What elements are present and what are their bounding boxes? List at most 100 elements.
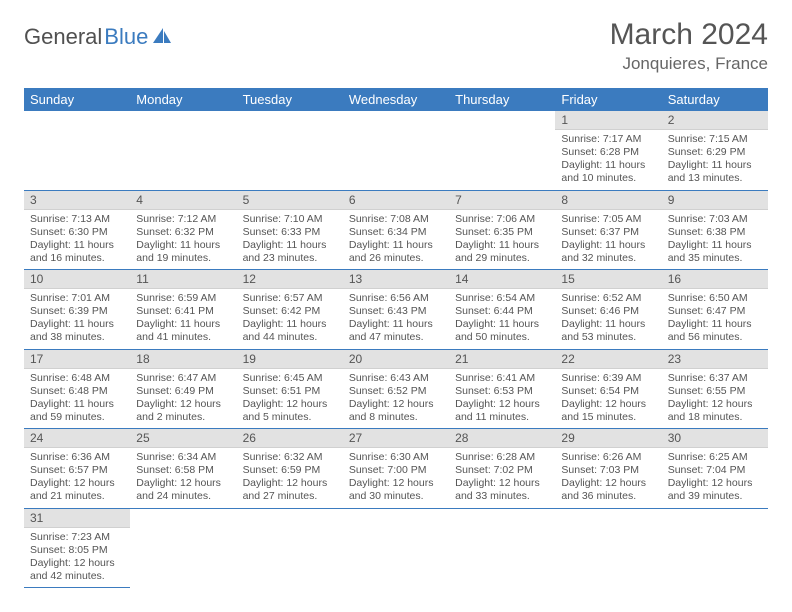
- day-number: 12: [237, 270, 343, 289]
- day-number: 23: [662, 350, 768, 369]
- brand-word1: General: [24, 24, 102, 50]
- calendar-cell-empty: [662, 508, 768, 588]
- day-number: 16: [662, 270, 768, 289]
- day-body: Sunrise: 6:37 AMSunset: 6:55 PMDaylight:…: [662, 369, 768, 429]
- calendar-row: 10Sunrise: 7:01 AMSunset: 6:39 PMDayligh…: [24, 270, 768, 350]
- day-number: 14: [449, 270, 555, 289]
- day-body: Sunrise: 7:06 AMSunset: 6:35 PMDaylight:…: [449, 210, 555, 270]
- day-body: Sunrise: 6:47 AMSunset: 6:49 PMDaylight:…: [130, 369, 236, 429]
- day-number: 22: [555, 350, 661, 369]
- calendar-table: SundayMondayTuesdayWednesdayThursdayFrid…: [24, 88, 768, 588]
- weekday-header: Friday: [555, 88, 661, 111]
- day-number: 8: [555, 191, 661, 210]
- day-number: 19: [237, 350, 343, 369]
- day-body: Sunrise: 6:26 AMSunset: 7:03 PMDaylight:…: [555, 448, 661, 508]
- calendar-row: 24Sunrise: 6:36 AMSunset: 6:57 PMDayligh…: [24, 429, 768, 509]
- day-body: Sunrise: 6:50 AMSunset: 6:47 PMDaylight:…: [662, 289, 768, 349]
- day-number: 10: [24, 270, 130, 289]
- day-body: Sunrise: 6:45 AMSunset: 6:51 PMDaylight:…: [237, 369, 343, 429]
- day-body: Sunrise: 7:17 AMSunset: 6:28 PMDaylight:…: [555, 130, 661, 190]
- day-number: 18: [130, 350, 236, 369]
- calendar-cell-empty: [24, 111, 130, 190]
- day-body: Sunrise: 6:43 AMSunset: 6:52 PMDaylight:…: [343, 369, 449, 429]
- day-number: 24: [24, 429, 130, 448]
- day-body: Sunrise: 6:48 AMSunset: 6:48 PMDaylight:…: [24, 369, 130, 429]
- calendar-row: 17Sunrise: 6:48 AMSunset: 6:48 PMDayligh…: [24, 349, 768, 429]
- calendar-cell-empty: [343, 111, 449, 190]
- day-body: Sunrise: 6:52 AMSunset: 6:46 PMDaylight:…: [555, 289, 661, 349]
- day-number: 26: [237, 429, 343, 448]
- calendar-cell: 27Sunrise: 6:30 AMSunset: 7:00 PMDayligh…: [343, 429, 449, 509]
- calendar-cell: 8Sunrise: 7:05 AMSunset: 6:37 PMDaylight…: [555, 190, 661, 270]
- calendar-cell-empty: [449, 111, 555, 190]
- calendar-cell: 21Sunrise: 6:41 AMSunset: 6:53 PMDayligh…: [449, 349, 555, 429]
- calendar-cell: 30Sunrise: 6:25 AMSunset: 7:04 PMDayligh…: [662, 429, 768, 509]
- calendar-cell: 14Sunrise: 6:54 AMSunset: 6:44 PMDayligh…: [449, 270, 555, 350]
- day-body: Sunrise: 6:28 AMSunset: 7:02 PMDaylight:…: [449, 448, 555, 508]
- day-body: Sunrise: 7:05 AMSunset: 6:37 PMDaylight:…: [555, 210, 661, 270]
- day-number: 21: [449, 350, 555, 369]
- day-number: 25: [130, 429, 236, 448]
- calendar-cell-empty: [130, 111, 236, 190]
- calendar-cell: 19Sunrise: 6:45 AMSunset: 6:51 PMDayligh…: [237, 349, 343, 429]
- calendar-cell: 29Sunrise: 6:26 AMSunset: 7:03 PMDayligh…: [555, 429, 661, 509]
- weekday-header: Sunday: [24, 88, 130, 111]
- calendar-cell: 22Sunrise: 6:39 AMSunset: 6:54 PMDayligh…: [555, 349, 661, 429]
- day-number: 17: [24, 350, 130, 369]
- month-title: March 2024: [610, 18, 768, 52]
- calendar-row: 1Sunrise: 7:17 AMSunset: 6:28 PMDaylight…: [24, 111, 768, 190]
- weekday-header: Thursday: [449, 88, 555, 111]
- calendar-cell: 25Sunrise: 6:34 AMSunset: 6:58 PMDayligh…: [130, 429, 236, 509]
- calendar-cell: 18Sunrise: 6:47 AMSunset: 6:49 PMDayligh…: [130, 349, 236, 429]
- calendar-cell: 26Sunrise: 6:32 AMSunset: 6:59 PMDayligh…: [237, 429, 343, 509]
- day-body: Sunrise: 7:23 AMSunset: 8:05 PMDaylight:…: [24, 528, 130, 588]
- day-body: Sunrise: 6:41 AMSunset: 6:53 PMDaylight:…: [449, 369, 555, 429]
- weekday-header: Wednesday: [343, 88, 449, 111]
- calendar-cell-empty: [130, 508, 236, 588]
- calendar-row: 3Sunrise: 7:13 AMSunset: 6:30 PMDaylight…: [24, 190, 768, 270]
- day-number: 5: [237, 191, 343, 210]
- day-body: Sunrise: 6:30 AMSunset: 7:00 PMDaylight:…: [343, 448, 449, 508]
- title-block: March 2024 Jonquieres, France: [610, 18, 768, 74]
- day-number: 20: [343, 350, 449, 369]
- calendar-cell: 2Sunrise: 7:15 AMSunset: 6:29 PMDaylight…: [662, 111, 768, 190]
- day-number: 2: [662, 111, 768, 130]
- day-body: Sunrise: 6:57 AMSunset: 6:42 PMDaylight:…: [237, 289, 343, 349]
- day-body: Sunrise: 7:01 AMSunset: 6:39 PMDaylight:…: [24, 289, 130, 349]
- calendar-cell: 10Sunrise: 7:01 AMSunset: 6:39 PMDayligh…: [24, 270, 130, 350]
- day-number: 31: [24, 509, 130, 528]
- day-number: 29: [555, 429, 661, 448]
- day-number: 3: [24, 191, 130, 210]
- calendar-cell: 12Sunrise: 6:57 AMSunset: 6:42 PMDayligh…: [237, 270, 343, 350]
- calendar-cell: 15Sunrise: 6:52 AMSunset: 6:46 PMDayligh…: [555, 270, 661, 350]
- weekday-header: Saturday: [662, 88, 768, 111]
- calendar-cell-empty: [555, 508, 661, 588]
- calendar-cell: 20Sunrise: 6:43 AMSunset: 6:52 PMDayligh…: [343, 349, 449, 429]
- day-body: Sunrise: 6:36 AMSunset: 6:57 PMDaylight:…: [24, 448, 130, 508]
- calendar-cell: 5Sunrise: 7:10 AMSunset: 6:33 PMDaylight…: [237, 190, 343, 270]
- calendar-cell: 16Sunrise: 6:50 AMSunset: 6:47 PMDayligh…: [662, 270, 768, 350]
- day-body: Sunrise: 7:03 AMSunset: 6:38 PMDaylight:…: [662, 210, 768, 270]
- calendar-cell-empty: [237, 508, 343, 588]
- day-body: Sunrise: 6:54 AMSunset: 6:44 PMDaylight:…: [449, 289, 555, 349]
- calendar-cell: 31Sunrise: 7:23 AMSunset: 8:05 PMDayligh…: [24, 508, 130, 588]
- day-body: Sunrise: 7:08 AMSunset: 6:34 PMDaylight:…: [343, 210, 449, 270]
- weekday-header-row: SundayMondayTuesdayWednesdayThursdayFrid…: [24, 88, 768, 111]
- day-number: 13: [343, 270, 449, 289]
- calendar-cell: 7Sunrise: 7:06 AMSunset: 6:35 PMDaylight…: [449, 190, 555, 270]
- day-body: Sunrise: 7:13 AMSunset: 6:30 PMDaylight:…: [24, 210, 130, 270]
- day-body: Sunrise: 6:34 AMSunset: 6:58 PMDaylight:…: [130, 448, 236, 508]
- day-number: 15: [555, 270, 661, 289]
- calendar-cell: 9Sunrise: 7:03 AMSunset: 6:38 PMDaylight…: [662, 190, 768, 270]
- calendar-cell: 3Sunrise: 7:13 AMSunset: 6:30 PMDaylight…: [24, 190, 130, 270]
- header: GeneralBlue March 2024 Jonquieres, Franc…: [24, 18, 768, 74]
- day-number: 27: [343, 429, 449, 448]
- calendar-cell: 11Sunrise: 6:59 AMSunset: 6:41 PMDayligh…: [130, 270, 236, 350]
- day-number: 4: [130, 191, 236, 210]
- day-number: 11: [130, 270, 236, 289]
- calendar-cell-empty: [343, 508, 449, 588]
- day-number: 9: [662, 191, 768, 210]
- calendar-cell: 13Sunrise: 6:56 AMSunset: 6:43 PMDayligh…: [343, 270, 449, 350]
- day-number: 1: [555, 111, 661, 130]
- day-body: Sunrise: 7:15 AMSunset: 6:29 PMDaylight:…: [662, 130, 768, 190]
